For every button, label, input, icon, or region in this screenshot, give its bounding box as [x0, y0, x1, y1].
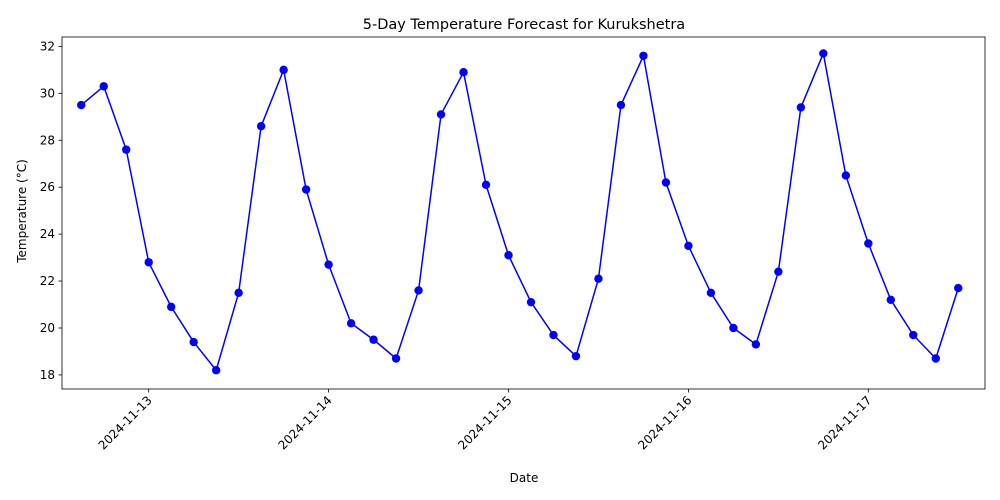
y-tick-label: 28 [40, 133, 55, 147]
data-point [279, 65, 288, 75]
data-point [886, 295, 895, 305]
series-line [80, 52, 959, 371]
y-tick-label: 24 [40, 227, 55, 241]
data-point [684, 241, 693, 251]
data-point [481, 180, 491, 190]
data-point [751, 340, 761, 349]
data-point [369, 335, 378, 344]
data-point [796, 103, 806, 112]
data-point [122, 145, 131, 154]
data-point [909, 330, 918, 340]
data-point [706, 288, 716, 297]
data-point [864, 239, 873, 248]
y-tick-label: 30 [40, 86, 55, 100]
y-tick-label: 20 [40, 321, 55, 335]
y-axis-title: Temperature (°C) [15, 159, 29, 264]
data-point [301, 185, 311, 194]
data-point [526, 297, 536, 307]
data-point [166, 302, 176, 312]
data-point [414, 286, 423, 295]
data-point [99, 82, 108, 91]
x-axis-title: Date [510, 471, 539, 485]
data-point [346, 319, 356, 328]
data-point [841, 171, 851, 180]
data-point [324, 260, 333, 269]
y-tick-label: 32 [40, 39, 55, 53]
data-point [729, 323, 738, 333]
data-point [819, 49, 828, 58]
data-point [774, 267, 783, 276]
plot-frame [61, 36, 986, 390]
data-point [391, 354, 401, 363]
data-point [459, 68, 468, 77]
data-point [931, 354, 940, 363]
data-point [639, 51, 648, 60]
data-point [954, 283, 963, 293]
data-point [594, 274, 603, 283]
data-point [616, 100, 626, 110]
y-tick-label: 22 [40, 274, 55, 288]
data-point [504, 251, 513, 260]
data-point [436, 110, 446, 119]
data-point [549, 330, 558, 340]
plot-area [77, 49, 963, 375]
data-point [661, 178, 671, 187]
data-point [571, 351, 581, 361]
data-point [234, 288, 243, 297]
data-point [144, 258, 153, 267]
data-point [256, 121, 266, 131]
y-tick-label: 26 [40, 180, 55, 194]
data-point [77, 100, 86, 110]
data-point [189, 337, 198, 347]
data-point [211, 366, 221, 375]
chart-title: 5-Day Temperature Forecast for Kurukshet… [363, 17, 685, 33]
y-tick-label: 18 [40, 368, 55, 382]
